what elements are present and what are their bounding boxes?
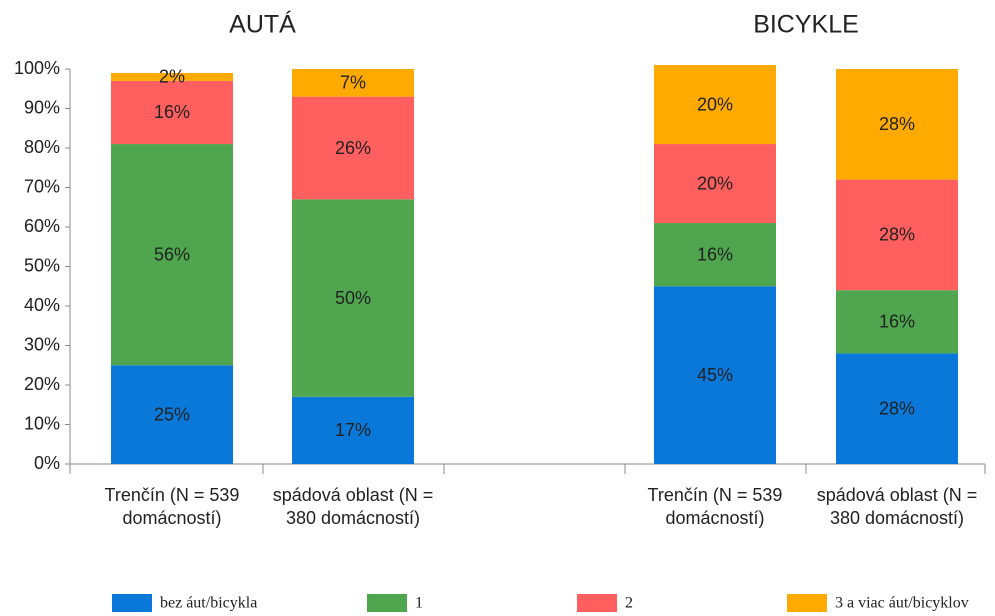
data-label: 16% [154, 102, 190, 122]
data-label: 16% [879, 312, 915, 332]
y-tick-label: 70% [24, 176, 60, 196]
data-label: 26% [335, 138, 371, 158]
data-label: 20% [697, 94, 733, 114]
group-title: BICYKLE [753, 11, 859, 39]
y-tick-label: 10% [24, 413, 60, 433]
data-label: 25% [154, 404, 190, 424]
y-tick-label: 80% [24, 137, 60, 157]
data-label: 17% [335, 420, 371, 440]
legend-swatch [577, 594, 617, 612]
bar-segment [654, 286, 776, 464]
data-label: 28% [879, 225, 915, 245]
x-tick-label: Trenčín (N = 539 domácností) [647, 485, 783, 528]
group-title: AUTÁ [229, 10, 296, 39]
y-tick-label: 90% [24, 97, 60, 117]
legend-swatch [367, 594, 407, 612]
bar-segment [654, 223, 776, 287]
y-tick-label: 40% [24, 295, 60, 315]
bar-segment [836, 290, 958, 354]
y-tick-label: 30% [24, 334, 60, 354]
bar-segment [111, 365, 233, 464]
y-tick-label: 20% [24, 374, 60, 394]
bar-segment [111, 80, 233, 145]
data-label: 7% [340, 73, 366, 93]
bar-segment [836, 353, 958, 464]
data-label: 2% [159, 67, 185, 87]
legend-label: 3 a viac áut/bicyklov [835, 595, 969, 612]
y-tick-label: 100% [14, 58, 60, 78]
bar-segment [292, 69, 414, 97]
data-label: 50% [335, 288, 371, 308]
data-label: 56% [154, 244, 190, 264]
legend-swatch [787, 594, 827, 612]
bar-segment [654, 144, 776, 224]
y-tick-label: 60% [24, 216, 60, 236]
x-tick-label: spádová oblast (N = 380 domácností) [816, 485, 978, 528]
bar-segment [111, 144, 233, 366]
data-label: 28% [879, 398, 915, 418]
bar-segment [836, 69, 958, 180]
bar-segment [292, 396, 414, 464]
bar-segment [292, 96, 414, 200]
legend-label: bez áut/bicykla [160, 595, 257, 612]
bar-segment [111, 72, 233, 81]
y-tick-label: 50% [24, 255, 60, 275]
legend-swatch [112, 594, 152, 612]
x-tick-label: Trenčín (N = 539 domácností) [104, 485, 240, 528]
bar-segment [292, 199, 414, 397]
y-tick-label: 0% [34, 453, 60, 473]
data-label: 20% [697, 173, 733, 193]
x-tick-label: spádová oblast (N = 380 domácností) [272, 485, 434, 528]
bar-segment [654, 65, 776, 145]
legend-label: 1 [415, 595, 423, 612]
data-label: 45% [697, 365, 733, 385]
bar-segment [836, 179, 958, 291]
data-label: 28% [879, 114, 915, 134]
legend-label: 2 [625, 595, 633, 612]
data-label: 16% [697, 244, 733, 264]
